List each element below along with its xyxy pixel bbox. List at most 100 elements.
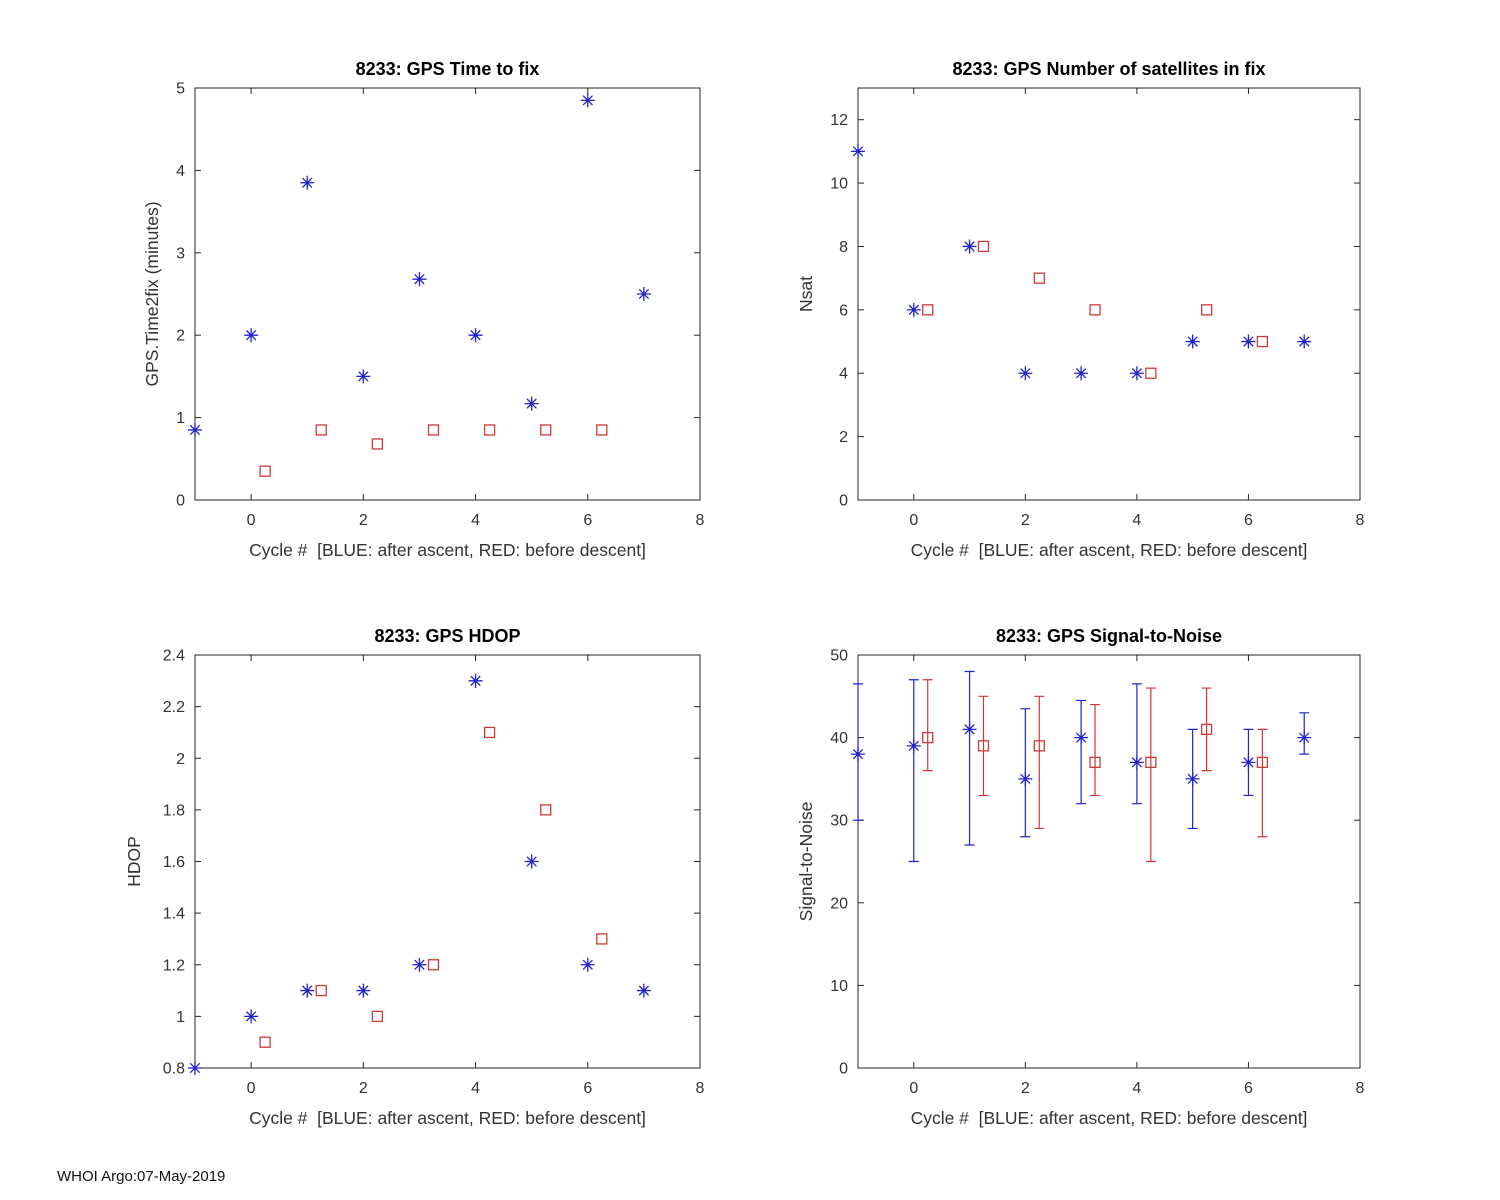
asterisk-marker [580, 93, 595, 108]
chart-gps-satellites-in-fix: 0 2 4 6 8 0 2 4 6 8 10 12 8233: GPS Number of satell… [796, 59, 1365, 560]
x-tick-label: 0 [247, 1080, 256, 1097]
error-bar [978, 695, 989, 797]
y-tick-label: 3 [176, 245, 185, 262]
chart-title: 8233: GPS HDOP [374, 626, 520, 646]
x-tick-label: 6 [583, 512, 592, 529]
asterisk-marker [1074, 366, 1089, 381]
y-tick-label: 10 [830, 176, 848, 193]
y-axis-label: Signal-to-Noise [796, 802, 816, 922]
square-marker [259, 465, 271, 477]
y-tick-label: 6 [839, 302, 848, 319]
asterisk-marker [636, 287, 651, 301]
y-axis-label: Nsat [796, 276, 816, 312]
x-tick-label: 2 [359, 1080, 368, 1097]
y-axis-label: GPS.Time2fix (minutes) [142, 201, 162, 386]
y-tick-label: 2.4 [163, 648, 185, 665]
x-tick-label: 6 [1244, 1080, 1253, 1097]
square-marker [1033, 272, 1045, 284]
axis-ticks [195, 87, 701, 501]
x-tick-label: 4 [1132, 512, 1141, 529]
chart-title: 8233: GPS Time to fix [356, 59, 540, 79]
series-before-descent [259, 726, 608, 1048]
series-before-descent [922, 240, 1269, 379]
y-tick-label: 12 [830, 112, 848, 129]
x-tick-label: 8 [696, 512, 705, 529]
x-tick-label: 4 [471, 512, 480, 529]
series-after-ascent [188, 673, 651, 1075]
series-before-descent [259, 424, 608, 477]
asterisk-marker [412, 272, 427, 287]
asterisk-marker [412, 957, 427, 972]
asterisk-marker [524, 396, 539, 411]
square-marker [315, 984, 327, 997]
y-tick-label: 40 [830, 730, 848, 747]
y-tick-label: 1.6 [163, 854, 185, 871]
y-tick-label: 0 [839, 493, 848, 510]
x-tick-label: 2 [1021, 1080, 1030, 1097]
x-tick-label: 4 [1132, 1080, 1141, 1097]
axis-ticks [858, 88, 1361, 501]
x-axis-label: Cycle # [BLUE: after ascent, RED: before… [249, 540, 646, 560]
error-bar [964, 670, 975, 846]
series-after-ascent [851, 670, 1312, 863]
y-tick-label: 1.4 [163, 906, 185, 923]
asterisk-marker [188, 422, 202, 437]
asterisk-marker [580, 957, 595, 972]
x-axis-label: Cycle # [BLUE: after ascent, RED: before… [249, 1108, 646, 1128]
x-tick-label: 8 [1356, 512, 1365, 529]
y-tick-label: 4 [176, 163, 185, 180]
square-marker [540, 424, 552, 436]
asterisk-marker [962, 722, 977, 737]
x-tick-label: 6 [583, 1080, 592, 1097]
y-tick-label: 4 [839, 366, 848, 383]
y-tick-label: 50 [830, 648, 848, 665]
asterisk-marker [468, 328, 483, 343]
asterisk-marker [1297, 730, 1312, 745]
y-tick-label: 0 [176, 493, 185, 510]
chart-title: 8233: GPS Signal-to-Noise [996, 626, 1222, 646]
y-tick-label: 1.2 [163, 957, 185, 974]
asterisk-marker [906, 738, 921, 753]
figure-footer: WHOI Argo:07-May-2019 [57, 1168, 226, 1185]
y-tick-label: 2.2 [163, 699, 185, 716]
asterisk-marker [962, 239, 977, 254]
x-tick-label: 0 [909, 1080, 918, 1097]
square-marker [922, 304, 934, 316]
y-tick-label: 30 [830, 813, 848, 830]
square-marker [259, 1036, 271, 1048]
y-tick-label: 1 [176, 1009, 185, 1026]
square-marker [922, 731, 934, 744]
square-marker [427, 424, 440, 436]
plot-area [857, 87, 1361, 501]
square-marker [1200, 723, 1213, 735]
axis-ticks [858, 654, 1361, 1069]
error-bar [1076, 699, 1087, 805]
asterisk-marker [851, 747, 865, 762]
y-tick-label: 0.8 [163, 1061, 185, 1078]
x-axis-label: Cycle # [BLUE: after ascent, RED: before… [911, 1108, 1308, 1128]
error-bar [908, 679, 919, 863]
y-tick-label: 2 [176, 328, 185, 345]
y-tick-label: 8 [839, 239, 848, 256]
asterisk-marker [1241, 755, 1256, 770]
plot-area [857, 654, 1361, 1069]
asterisk-marker [1129, 755, 1144, 770]
asterisk-marker [906, 302, 921, 317]
square-marker [427, 959, 440, 971]
asterisk-marker [1018, 771, 1033, 786]
y-tick-label: 0 [839, 1061, 848, 1078]
x-tick-label: 0 [247, 512, 256, 529]
asterisk-marker [1297, 334, 1312, 349]
series-after-ascent [188, 93, 651, 437]
y-tick-label: 2 [839, 429, 848, 446]
square-marker [315, 424, 327, 436]
square-marker [483, 726, 496, 739]
square-marker [1200, 304, 1213, 316]
asterisk-marker [468, 673, 483, 688]
error-bar [1034, 695, 1045, 830]
x-tick-label: 2 [1021, 512, 1030, 529]
y-tick-label: 10 [830, 978, 848, 995]
square-marker [1145, 367, 1157, 379]
y-axis-label: HDOP [124, 836, 144, 887]
